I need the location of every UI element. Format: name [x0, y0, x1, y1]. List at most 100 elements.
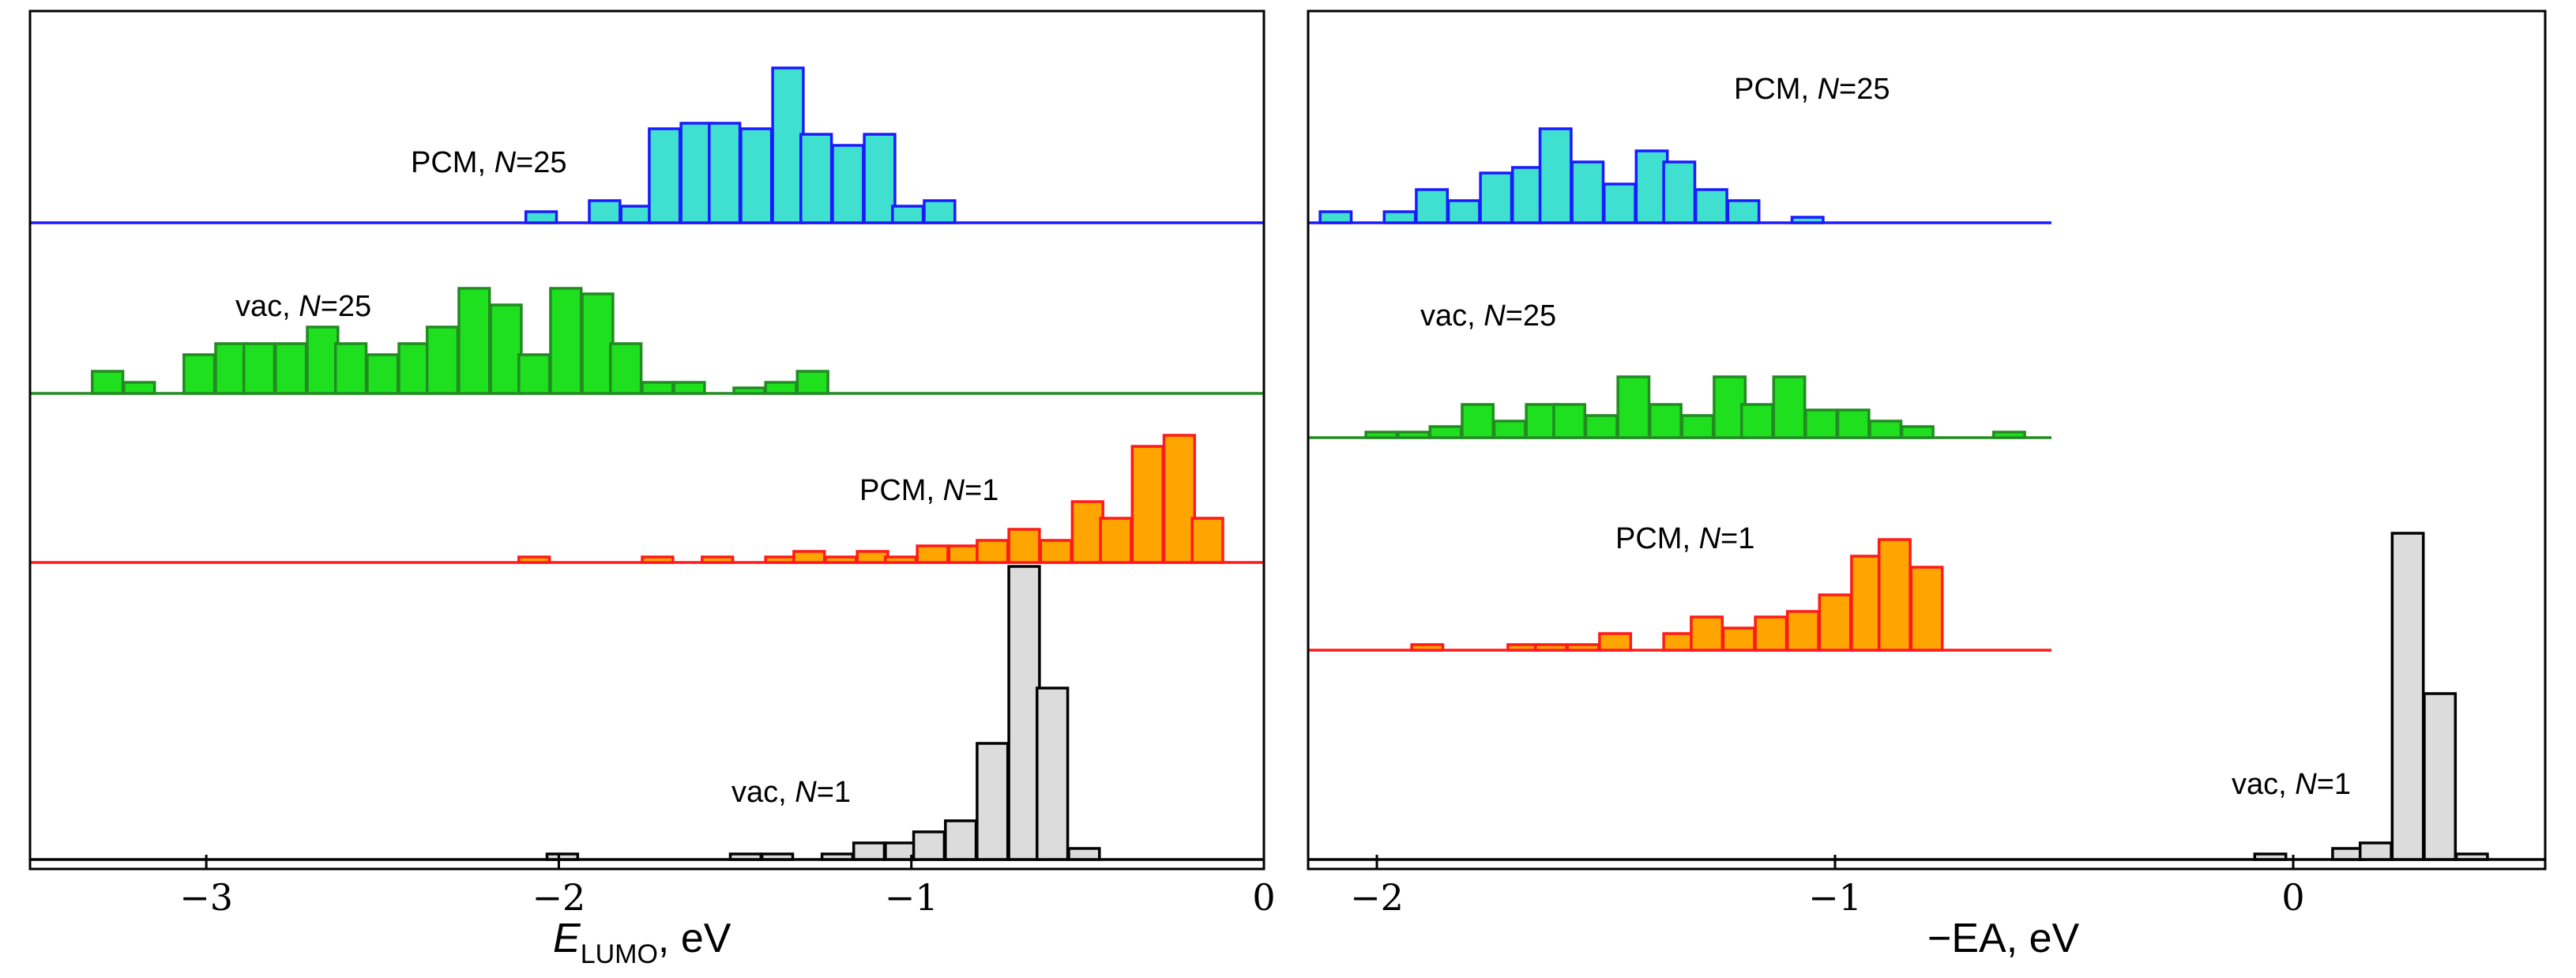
histogram-bar [947, 544, 981, 564]
series-label-variable: N [1699, 522, 1721, 555]
histogram-bar [1428, 425, 1463, 439]
series-label-suffix: =1 [2317, 768, 2351, 801]
histogram-bar [1566, 643, 1600, 652]
series-label-variable: N [299, 290, 321, 323]
histogram-bar [1570, 160, 1605, 224]
histogram-bar [701, 555, 735, 564]
series-label-variable: N [943, 474, 965, 507]
histogram-bar [891, 205, 925, 224]
series-label: PCM, N=1 [859, 474, 998, 507]
histogram-bar [274, 342, 308, 395]
histogram-bar [792, 550, 826, 564]
histogram-bar [1446, 199, 1481, 224]
histogram-bar [1754, 615, 1788, 652]
histogram-bar [976, 539, 1010, 564]
histogram-bar [764, 381, 798, 395]
histogram-bar [1785, 610, 1820, 652]
histogram-bar [1598, 632, 1633, 652]
histogram-bar [732, 386, 766, 395]
x-tick-label: 0 [1252, 876, 1275, 919]
series-label: vac, N=25 [1420, 299, 1556, 333]
histogram-bar [648, 127, 682, 224]
histogram-bar [242, 342, 276, 395]
histogram-bar [1415, 188, 1450, 224]
histogram-bar [517, 353, 551, 395]
histogram-bar [1538, 127, 1573, 224]
x-axis-title: ELUMO, eV [553, 916, 731, 969]
histogram-bar [708, 122, 742, 224]
histogram-bar [641, 555, 675, 564]
histogram-bar [1850, 555, 1885, 652]
histogram-bar [923, 199, 957, 224]
x-axis-title-symbol: E [553, 916, 581, 961]
histogram-bar [1190, 517, 1224, 564]
series-label-variable: N [495, 146, 517, 179]
histogram-bar [739, 127, 773, 224]
histogram-bar [1410, 643, 1445, 652]
histogram-bar [489, 303, 523, 395]
histogram-bar [1461, 403, 1495, 439]
series-label-suffix: =25 [1839, 73, 1890, 106]
series-label-prefix: PCM, [411, 146, 495, 179]
histogram-bar [609, 342, 643, 395]
histogram-bar [1790, 216, 1825, 224]
histogram-bar [884, 555, 918, 564]
histogram-bar [1900, 425, 1935, 439]
histogram-bar [366, 353, 400, 395]
histogram-bar [679, 122, 713, 224]
histogram-bar [333, 342, 368, 395]
histogram-bar [1533, 643, 1568, 652]
histogram-bar [1099, 517, 1133, 564]
series-label: vac, N=25 [235, 290, 371, 323]
histogram-bar [912, 830, 946, 861]
histogram-bar [1318, 210, 1353, 224]
histogram-bar [1909, 566, 1944, 652]
histogram-bar [2423, 692, 2458, 861]
histogram-bar [1836, 408, 1871, 439]
histogram-bar [1130, 445, 1164, 564]
histogram-bar [1662, 160, 1697, 224]
series-label-prefix: vac, [731, 776, 795, 809]
x-tick-label: −1 [1808, 876, 1862, 919]
histogram-bar [824, 555, 858, 564]
histogram-bar [820, 852, 855, 861]
histogram-bar [1648, 403, 1683, 439]
x-tick-label: −2 [532, 876, 586, 919]
histogram-bar [1552, 403, 1587, 439]
histogram-bar [549, 287, 583, 395]
series-label-variable: N [1484, 299, 1506, 333]
x-tick-label: −2 [1350, 876, 1404, 919]
histogram-bar [976, 742, 1010, 861]
histogram-bar [91, 370, 125, 395]
histogram-bar [1492, 419, 1527, 439]
series-label-suffix: =1 [965, 474, 998, 507]
histogram-bar [1694, 188, 1728, 224]
histogram-bar [1036, 686, 1070, 861]
x-tick-label: −3 [179, 876, 233, 919]
histogram-bar [1396, 431, 1431, 439]
histogram-bar [1739, 403, 1774, 439]
histogram-bar [2253, 852, 2288, 861]
histogram-bar [182, 353, 216, 395]
series-label-variable: N [2295, 768, 2317, 801]
histogram-bar [1602, 182, 1637, 224]
series-label: PCM, N=1 [1615, 522, 1754, 555]
histogram-bar [1364, 431, 1399, 439]
histogram-bar [831, 144, 865, 224]
series-label-variable: N [795, 776, 817, 809]
histogram-bar [1868, 419, 1903, 439]
x-axis-title-units: , eV [658, 916, 731, 961]
histogram-bar [1804, 408, 1839, 439]
series-label: PCM, N=25 [411, 146, 566, 179]
histogram-bar [588, 199, 622, 224]
series-label-suffix: =1 [1720, 522, 1754, 555]
histogram-bar [1818, 593, 1852, 652]
x-tick-label: 0 [2281, 876, 2304, 919]
histogram-bar [771, 66, 805, 224]
histogram-bar [517, 555, 551, 564]
x-axis-title-subscript: LUMO [581, 939, 658, 969]
histogram-bar [795, 370, 829, 395]
histogram-bar [1162, 434, 1197, 564]
